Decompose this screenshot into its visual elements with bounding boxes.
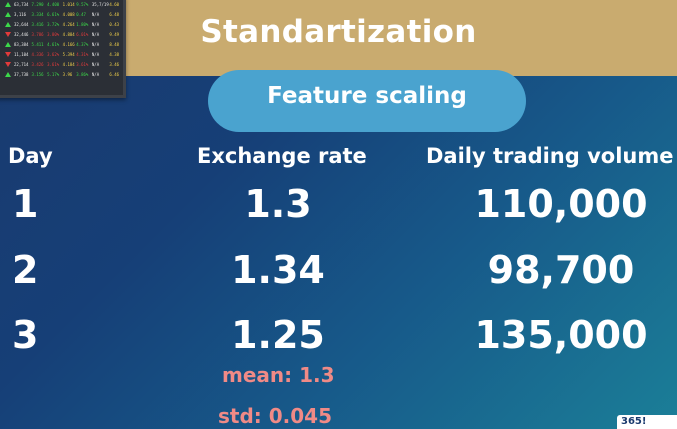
ticker-value: 1.014 bbox=[62, 1, 75, 7]
ticker-value: 5.411 bbox=[31, 41, 44, 47]
ticker-row: 32,644 3.416 3.72% 4.264 1.80% N/A 0.43 bbox=[0, 19, 123, 29]
ticker-value: 35,7/19 bbox=[91, 1, 109, 7]
arrow-up-icon bbox=[5, 11, 11, 17]
ticker-value: N/A bbox=[91, 61, 100, 67]
ticker-value: N/A bbox=[91, 41, 100, 47]
arrow-up-icon bbox=[5, 1, 11, 7]
ticker-value: 22,714 bbox=[14, 61, 29, 67]
ticker-value: 3.80% bbox=[47, 31, 60, 37]
ticker-value: N/A bbox=[91, 71, 100, 77]
ticker-value: 4.60 bbox=[109, 1, 120, 7]
ticker-value: 8.48 bbox=[109, 41, 120, 47]
ticker-value: 4.38 bbox=[109, 51, 120, 57]
ticker-value: 7.290 bbox=[31, 1, 44, 7]
ticker-value: 4.264 bbox=[62, 21, 75, 27]
ticker-row: 22,714 3.426 3.61% 4.184 3.61% N/A 3.46 bbox=[0, 59, 123, 69]
ticker-value: 4.61% bbox=[47, 41, 60, 47]
column-header-day: Day bbox=[8, 144, 53, 168]
day-cell: 1 bbox=[12, 182, 39, 226]
ticker-value: 32,446 bbox=[14, 31, 29, 37]
ticker-value: 5.17% bbox=[47, 71, 60, 77]
arrow-up-icon bbox=[5, 21, 11, 27]
mean-annotation: mean: 1.3 bbox=[222, 363, 335, 387]
day-cell: 3 bbox=[12, 313, 39, 357]
arrow-down-icon bbox=[5, 61, 11, 67]
ticker-value: 4.166 bbox=[62, 41, 75, 47]
ticker-value: N/A bbox=[91, 11, 100, 17]
ticker-value: 3.61% bbox=[47, 61, 60, 67]
ticker-value: 4.184 bbox=[62, 61, 75, 67]
ticker-value: 3.86% bbox=[76, 71, 89, 77]
feature-scaling-label: Feature scaling bbox=[267, 83, 467, 109]
stock-ticker-image: 63,734 7.290 4.400 1.014 9.57% 35,7/19 4.60 3,1… bbox=[0, 0, 126, 98]
ticker-row: 3,116 3.334 6.61% 4.008 0.47 N/A 6.48 bbox=[0, 9, 123, 19]
ticker-value: 3.416 bbox=[31, 21, 44, 27]
ticker-value: N/A bbox=[91, 51, 100, 57]
trading-volume-cell: 98,700 bbox=[487, 248, 635, 292]
ticker-value: 3.61% bbox=[76, 61, 89, 67]
ticker-value: N/A bbox=[91, 21, 100, 27]
ticker-value: 4.884 bbox=[62, 31, 75, 37]
ticker-value: 0.43 bbox=[109, 21, 120, 27]
ticker-value: 37,738 bbox=[14, 71, 29, 77]
ticker-value: 11,104 bbox=[14, 51, 29, 57]
ticker-value: 9.57% bbox=[76, 1, 89, 7]
ticker-row: 32,446 3.786 3.80% 4.884 6.01% N/A 9.49 bbox=[0, 29, 123, 39]
trading-volume-cell: 135,000 bbox=[474, 313, 648, 357]
ticker-value: 9.49 bbox=[109, 31, 120, 37]
ticker-value: 4.37% bbox=[76, 41, 89, 47]
ticker-value: 5.394 bbox=[62, 51, 75, 57]
column-header-trading-volume: Daily trading volume bbox=[426, 144, 674, 168]
ticker-value: 4.336 bbox=[31, 51, 44, 57]
ticker-row: 11,104 4.336 3.62% 5.394 4.31% N/A 4.38 bbox=[0, 49, 123, 59]
ticker-value: 1.80% bbox=[76, 21, 89, 27]
ticker-value: 3.426 bbox=[31, 61, 44, 67]
ticker-value: 3.62% bbox=[47, 51, 60, 57]
exchange-rate-cell: 1.25 bbox=[231, 313, 325, 357]
ticker-value: 4.008 bbox=[62, 11, 75, 17]
ticker-value: 3,116 bbox=[14, 11, 27, 17]
page-title: Standartization bbox=[200, 14, 477, 50]
arrow-down-icon bbox=[5, 31, 11, 37]
ticker-value: 3.72% bbox=[47, 21, 60, 27]
ticker-row: 37,738 3.156 5.17% 3.96 3.86% N/A 6.46 bbox=[0, 69, 123, 79]
trading-volume-cell: 110,000 bbox=[474, 182, 648, 226]
ticker-value: 6.01% bbox=[76, 31, 89, 37]
ticker-value: 3.786 bbox=[31, 31, 44, 37]
ticker-value: 0.47 bbox=[76, 11, 86, 17]
column-header-exchange-rate: Exchange rate bbox=[197, 144, 367, 168]
brand-logo: 365! bbox=[617, 415, 677, 429]
ticker-value: 6.61% bbox=[47, 11, 60, 17]
ticker-value: 3.334 bbox=[31, 11, 44, 17]
day-cell: 2 bbox=[12, 248, 39, 292]
std-annotation: std: 0.045 bbox=[218, 404, 333, 428]
ticker-row: 83,384 5.411 4.61% 4.166 4.37% N/A 8.48 bbox=[0, 39, 123, 49]
ticker-value: 3.96 bbox=[62, 71, 73, 77]
ticker-value: 6.48 bbox=[109, 11, 120, 17]
feature-scaling-badge: Feature scaling bbox=[208, 70, 526, 132]
ticker-value: 83,384 bbox=[14, 41, 29, 47]
ticker-value: 3.156 bbox=[31, 71, 44, 77]
ticker-value: 4.400 bbox=[47, 1, 60, 7]
ticker-value: 6.46 bbox=[109, 71, 120, 77]
ticker-value: 32,644 bbox=[14, 21, 29, 27]
ticker-value: 63,734 bbox=[14, 1, 29, 7]
arrow-down-icon bbox=[5, 51, 11, 57]
ticker-row: 63,734 7.290 4.400 1.014 9.57% 35,7/19 4.60 bbox=[0, 0, 123, 9]
arrow-up-icon bbox=[5, 71, 11, 77]
ticker-value: 4.31% bbox=[76, 51, 89, 57]
exchange-rate-cell: 1.3 bbox=[244, 182, 312, 226]
ticker-value: 3.46 bbox=[109, 61, 120, 67]
ticker-value: N/A bbox=[91, 31, 100, 37]
arrow-up-icon bbox=[5, 41, 11, 47]
exchange-rate-cell: 1.34 bbox=[231, 248, 325, 292]
